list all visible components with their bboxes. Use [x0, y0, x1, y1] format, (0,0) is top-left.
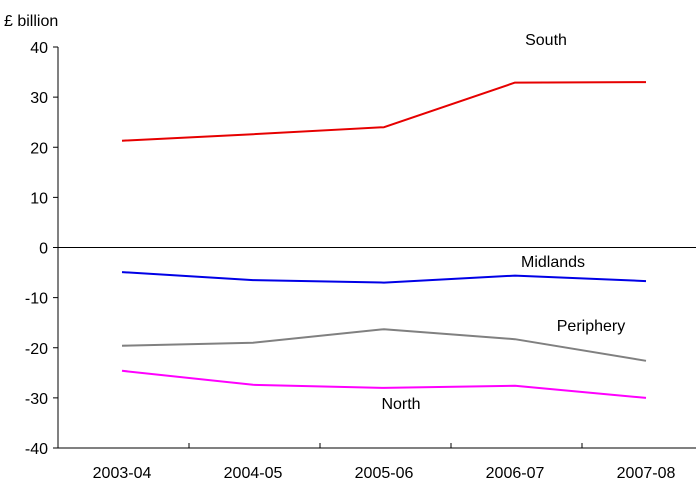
series-label-north: North: [381, 396, 420, 413]
y-unit-label: £ billion: [4, 13, 58, 30]
y-tick-label: -40: [25, 441, 48, 458]
y-tick-label: 40: [30, 40, 48, 57]
y-tick-label: 30: [30, 90, 48, 107]
y-tick-label: -20: [25, 341, 48, 358]
x-tick-label: 2007-08: [617, 465, 676, 482]
axes: [53, 46, 696, 449]
y-tick-labels: -40 -30 -20 -10 0 10 20 30 40: [25, 40, 48, 458]
y-tick-label: 0: [39, 241, 48, 258]
series-line-north: [121, 369, 647, 399]
series-lines: [121, 81, 647, 399]
series-label-periphery: Periphery: [557, 318, 625, 335]
y-tick-label: -10: [25, 291, 48, 308]
x-tick-label: 2005-06: [355, 465, 414, 482]
series-line-periphery: [121, 328, 647, 362]
series-labels: South Midlands Periphery North: [381, 32, 625, 413]
x-tick-label: 2003-04: [93, 465, 152, 482]
x-tick-label: 2004-05: [224, 465, 283, 482]
series-line-midlands: [121, 271, 647, 284]
series-label-south: South: [525, 32, 567, 49]
series-line-south: [121, 81, 647, 142]
y-tick-label: 10: [30, 190, 48, 207]
x-tick-label: 2006-07: [486, 465, 545, 482]
series-label-midlands: Midlands: [521, 254, 585, 271]
y-tick-label: -30: [25, 391, 48, 408]
x-tick-labels: 2003-04 2004-05 2005-06 2006-07 2007-08: [93, 465, 676, 482]
y-tick-label: 20: [30, 140, 48, 157]
